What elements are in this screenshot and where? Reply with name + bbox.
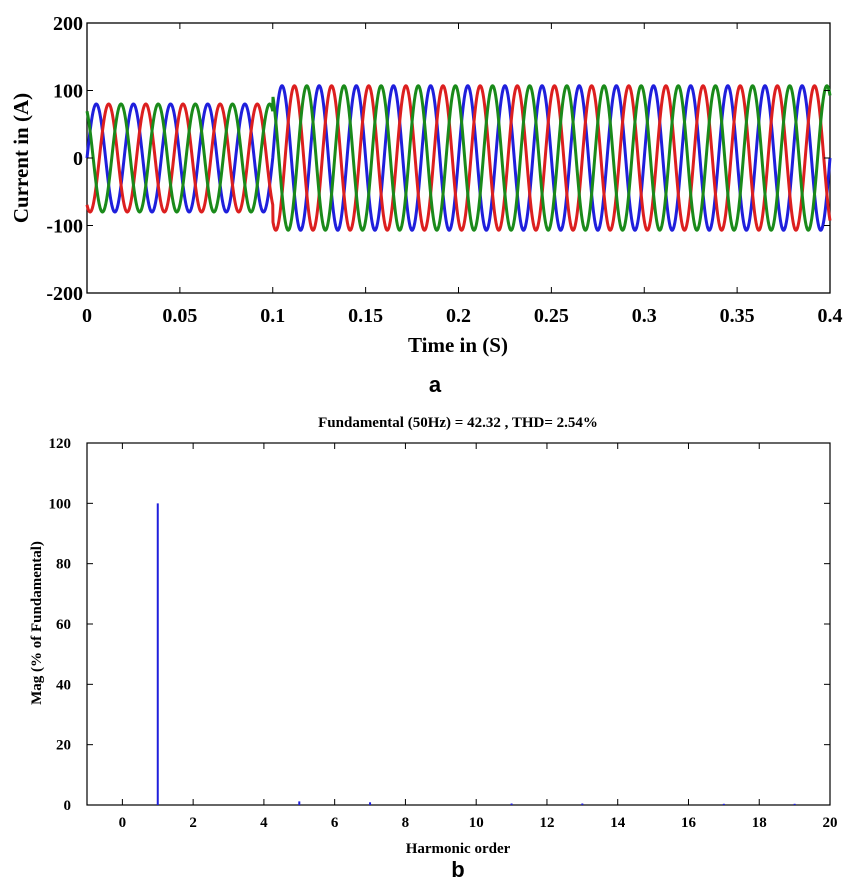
waveform-line-2 — [85, 84, 832, 232]
x-axis-label-a: Time in (S) — [408, 333, 508, 357]
x-tick-label-b: 8 — [402, 815, 410, 831]
plot-b-frame — [86, 442, 831, 806]
y-tick-label-b: 100 — [49, 496, 72, 512]
axis-ticks-a: 0 0.05 0.1 0.15 0.2 0.25 0.3 0.35 0.4 -200 -100 0 10… — [46, 13, 842, 327]
y-tick-label-a: -100 — [46, 216, 83, 238]
y-tick-label-a: 100 — [53, 81, 83, 103]
y-axis-label-b: Mag (% of Fundamental) — [29, 541, 45, 705]
harmonic-spectrum-chart: Fundamental (50Hz) = 42.32 , THD= 2.54% … — [29, 415, 838, 882]
y-tick-label-b: 120 — [49, 436, 72, 452]
x-tick-label-b: 14 — [610, 815, 626, 831]
y-axis-label-a: Current in (A) — [9, 93, 33, 223]
x-tick-label-b: 10 — [469, 815, 484, 831]
x-tick-label-a: 0.25 — [534, 305, 569, 327]
x-tick-label-b: 18 — [752, 815, 767, 831]
x-tick-label-a: 0 — [82, 305, 92, 327]
y-tick-label-b: 20 — [56, 738, 71, 754]
y-tick-label-b: 80 — [56, 557, 71, 573]
waveform-line-1 — [85, 84, 832, 232]
y-tick-label-b: 60 — [56, 617, 71, 633]
x-tick-label-a: 0.3 — [632, 305, 657, 327]
y-tick-label-b: 40 — [56, 677, 71, 693]
x-tick-label-b: 0 — [119, 815, 127, 831]
x-tick-label-b: 20 — [823, 815, 838, 831]
x-axis-label-b: Harmonic order — [406, 841, 511, 857]
x-tick-label-a: 0.15 — [348, 305, 383, 327]
current-waveform-chart: 0 0.05 0.1 0.15 0.2 0.25 0.3 0.35 0.4 -200 -100 0 10… — [9, 13, 843, 397]
chart-b-title: Fundamental (50Hz) = 42.32 , THD= 2.54% — [318, 415, 598, 431]
panel-label-a: a — [429, 372, 442, 397]
x-tick-label-a: 0.05 — [162, 305, 197, 327]
x-tick-label-b: 12 — [539, 815, 554, 831]
axis-ticks-b: 0 2 4 6 8 10 12 14 16 18 20 0 20 40 60 80 100 120 — [49, 436, 838, 831]
x-tick-label-b: 4 — [260, 815, 268, 831]
y-tick-label-b: 0 — [64, 798, 72, 814]
y-tick-label-a: 200 — [53, 13, 83, 35]
x-tick-label-b: 16 — [681, 815, 697, 831]
x-tick-label-b: 6 — [331, 815, 339, 831]
waveform-line-0 — [85, 84, 832, 232]
x-tick-label-a: 0.35 — [720, 305, 755, 327]
y-tick-label-a: -200 — [46, 283, 83, 305]
x-tick-label-b: 2 — [189, 815, 197, 831]
y-tick-label-a: 0 — [73, 148, 83, 170]
harmonic-bars-group — [156, 503, 796, 805]
panel-label-b: b — [451, 857, 464, 882]
x-tick-label-a: 0.4 — [818, 305, 843, 327]
waveform-series-group — [85, 84, 832, 232]
x-tick-label-a: 0.1 — [260, 305, 285, 327]
x-tick-label-a: 0.2 — [446, 305, 471, 327]
